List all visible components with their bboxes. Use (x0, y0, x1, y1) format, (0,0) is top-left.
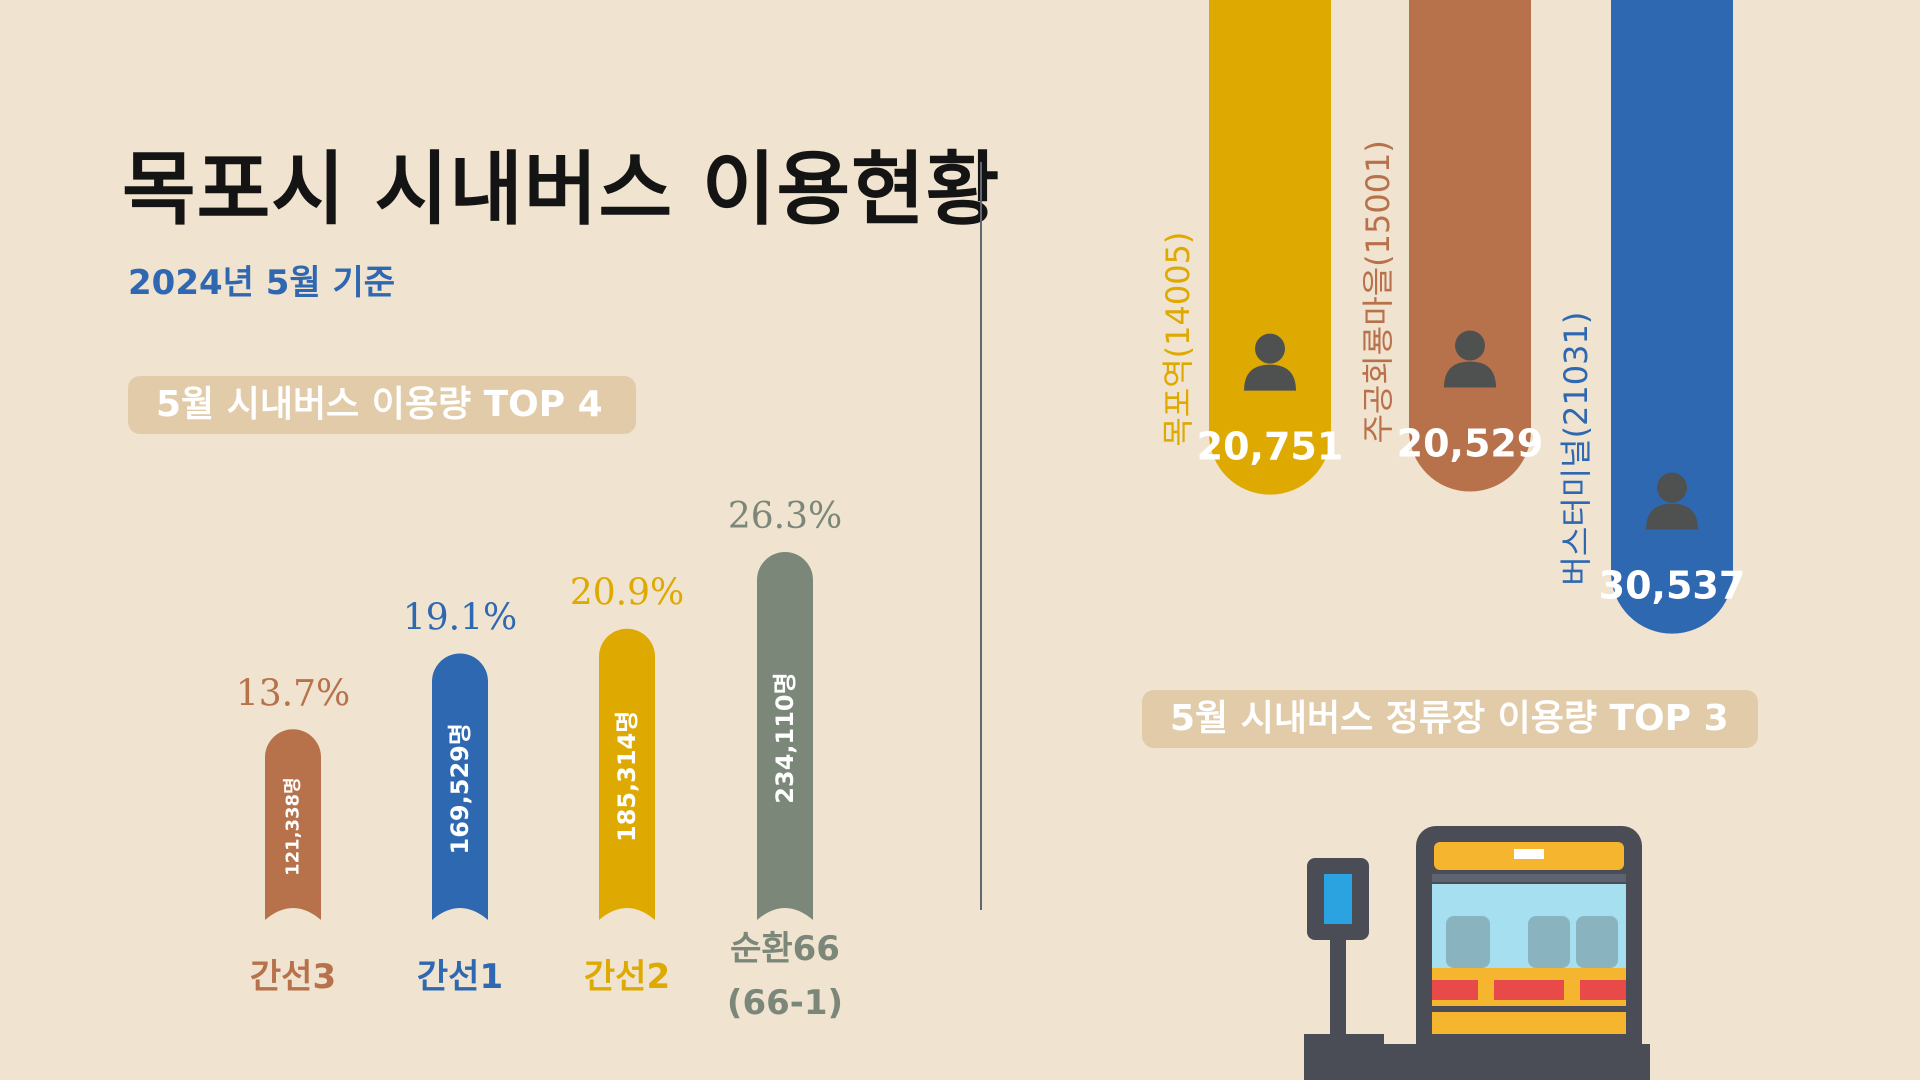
stop-category-label: 목포역(14005) (1159, 232, 1197, 447)
route-bar (599, 628, 655, 920)
route-bar (265, 729, 321, 920)
route-category-label: 간선3 (250, 957, 336, 997)
stop-value-label: 20,751 (1197, 425, 1344, 469)
person-icon (1244, 333, 1296, 391)
route-chart-title: 5월 시내버스 이용량 TOP 4 (128, 376, 636, 434)
stop-chart-title: 5월 시내버스 정류장 이용량 TOP 3 (1142, 690, 1758, 748)
route-bar (432, 653, 488, 920)
route-category-label: 순환66 (66-1) (727, 929, 843, 1023)
stop-bar (1611, 0, 1733, 634)
stop-value-label: 30,537 (1599, 564, 1746, 608)
page-subtitle: 2024년 5월 기준 (128, 263, 396, 303)
route-share-label: 13.7% (236, 673, 350, 714)
section-divider (980, 162, 982, 910)
route-category-label: 간선1 (417, 957, 503, 997)
route-category-label: 간선2 (584, 957, 670, 997)
person-icon (1444, 330, 1496, 388)
route-value-label: 185,314명 (613, 711, 641, 842)
route-share-label: 20.9% (570, 573, 684, 614)
route-share-label: 19.1% (403, 598, 517, 639)
route-value-label: 169,529명 (446, 723, 474, 854)
stop-category-label: 버스터미널(21031) (1557, 312, 1595, 586)
person-icon (1646, 472, 1698, 530)
page-title: 목포시 시내버스 이용현황 (122, 143, 1001, 236)
route-value-label: 234,110명 (771, 672, 799, 803)
route-bar (757, 552, 813, 920)
route-value-label: 121,338명 (283, 777, 304, 876)
stop-bar (1409, 0, 1531, 492)
stop-value-label: 20,529 (1397, 422, 1544, 466)
bus-stop-icon (1304, 858, 1384, 1080)
route-share-label: 26.3% (728, 496, 842, 537)
stop-bar (1209, 0, 1331, 495)
stop-category-label: 주공회룡마을(15001) (1359, 140, 1397, 443)
bus-icon (1384, 826, 1650, 1080)
